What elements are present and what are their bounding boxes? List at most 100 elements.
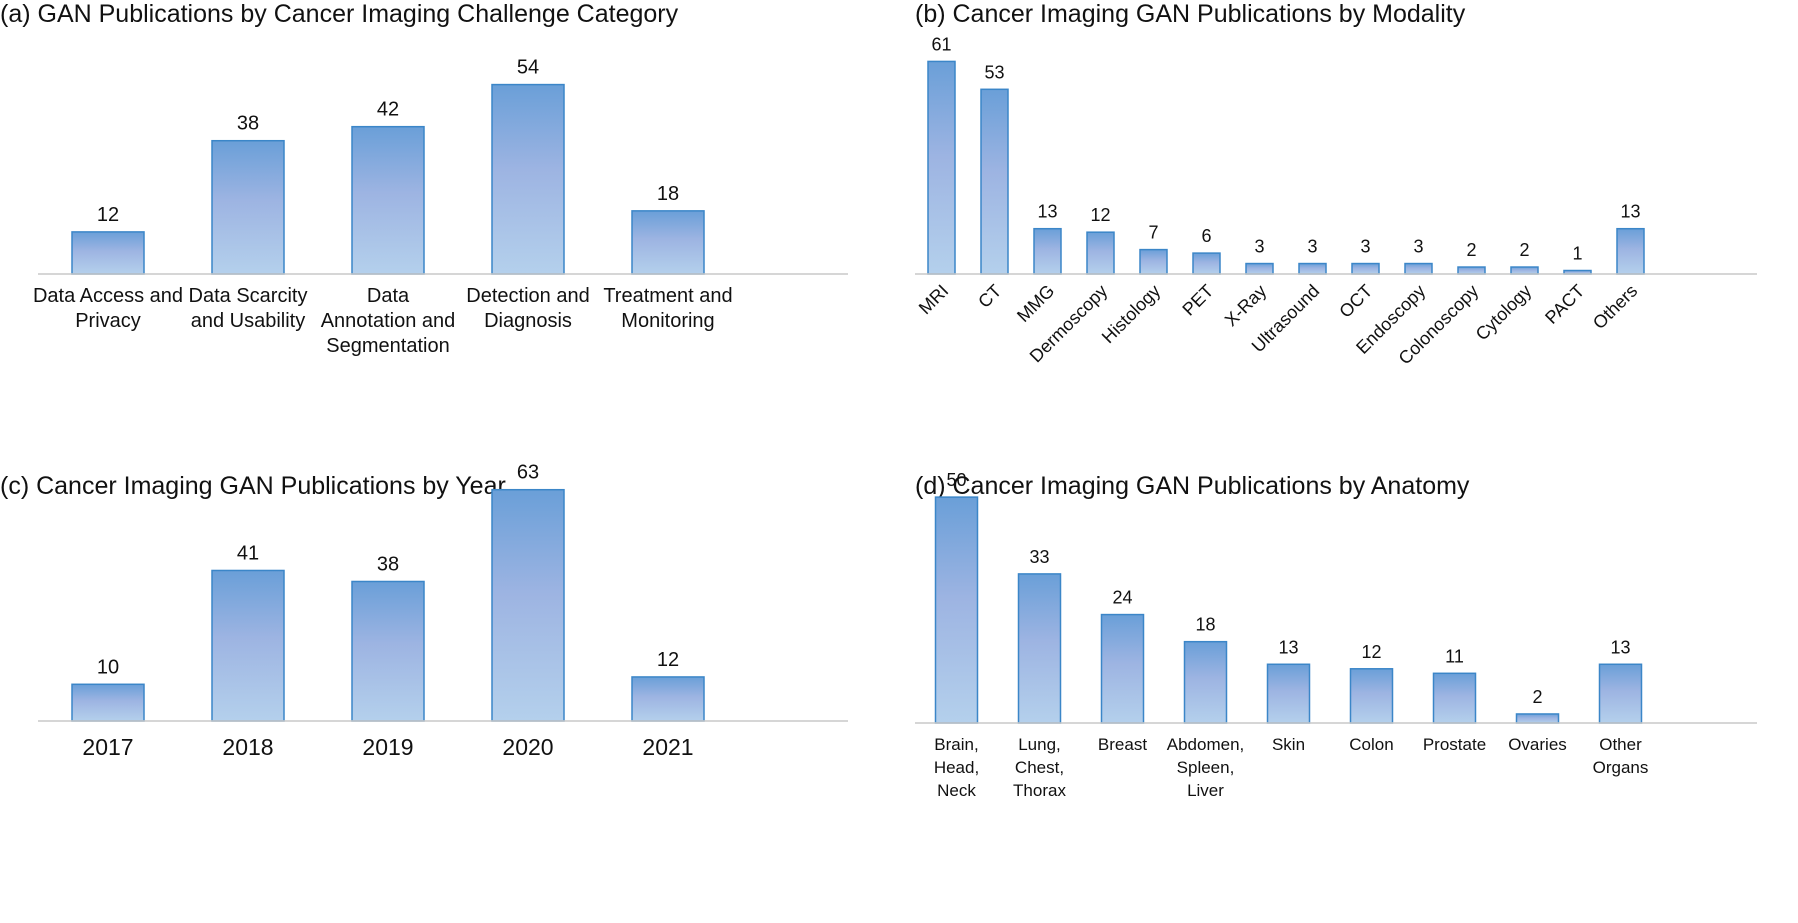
data-label: 2 — [1466, 240, 1476, 260]
bar — [211, 139, 285, 275]
category-tick-label: MMG — [1013, 281, 1058, 326]
data-label: 12 — [1090, 205, 1110, 225]
chart-title: (a) GAN Publications by Cancer Imaging C… — [0, 0, 679, 28]
bar — [351, 580, 425, 722]
bar — [1616, 227, 1645, 275]
bar — [1298, 262, 1327, 275]
category-tick-label: Detection and Diagnosis — [466, 285, 589, 332]
data-label: 41 — [237, 542, 259, 564]
bar — [1183, 640, 1228, 724]
data-label: 11 — [1445, 646, 1464, 666]
category-tick-label: Data Annotation and Segmentation — [321, 285, 456, 357]
category-tick-label: Brain, Head, Neck — [934, 735, 979, 800]
category-tick-label: Lung, Chest, Thorax — [1013, 735, 1066, 800]
bar — [211, 569, 285, 722]
category-tick-label: Treatment and Monitoring — [603, 285, 732, 332]
chart-panel-anatomy: (d) Cancer Imaging GAN Publications by A… — [915, 470, 1795, 922]
chart-title: (c) Cancer Imaging GAN Publications by Y… — [0, 472, 506, 500]
data-label: 6 — [1201, 226, 1211, 246]
data-label: 54 — [517, 57, 539, 79]
bar — [351, 125, 425, 275]
category-tick-label: X-Ray — [1221, 281, 1271, 331]
bar — [934, 496, 979, 724]
chart-panel-modality: (b) Cancer Imaging GAN Publications by M… — [915, 0, 1795, 400]
data-label: 10 — [97, 656, 119, 678]
bar — [1598, 663, 1643, 724]
bar — [1100, 613, 1145, 724]
data-label: 2 — [1519, 240, 1529, 260]
category-tick-label: Other Organs — [1593, 735, 1649, 777]
category-tick-label: 2020 — [502, 734, 553, 760]
bar — [71, 231, 145, 275]
data-label: 42 — [377, 99, 399, 121]
bar-chart-anatomy: 50 Brain, Head, Neck 33 Lung, Chest, Thorax 24 Br… — [915, 470, 1757, 800]
data-label: 12 — [97, 204, 119, 226]
bar-chart-challenge-category: 12 Data Access and Privacy 38 Data Scarcity a… — [33, 57, 848, 357]
data-label: 13 — [1610, 637, 1630, 657]
category-tick-label: Abdomen, Spleen, Liver — [1167, 735, 1245, 800]
bar — [1086, 231, 1115, 275]
chart-title: (d) Cancer Imaging GAN Publications by A… — [915, 472, 1470, 500]
bar-chart-modality: 61MRI53CT13MMG12Dermoscopy7Histology6PET… — [915, 34, 1757, 368]
bar — [1351, 262, 1380, 275]
bar — [1017, 573, 1062, 724]
data-label: 3 — [1360, 237, 1370, 257]
category-tick-label: Cytology — [1472, 281, 1536, 345]
bar — [1404, 262, 1433, 275]
bar — [1510, 266, 1539, 275]
data-label: 1 — [1572, 244, 1582, 264]
data-label: 18 — [657, 183, 679, 205]
category-tick-label: Prostate — [1423, 735, 1486, 754]
category-tick-label: CT — [974, 281, 1005, 312]
chart-panel-year: (c) Cancer Imaging GAN Publications by Y… — [0, 462, 880, 912]
data-label: 12 — [657, 649, 679, 671]
bar — [1245, 262, 1274, 275]
category-tick-label: Breast — [1098, 735, 1147, 754]
data-label: 33 — [1029, 547, 1049, 567]
data-label: 2 — [1532, 687, 1542, 707]
chart-title: (b) Cancer Imaging GAN Publications by M… — [915, 0, 1466, 28]
category-tick-label: PACT — [1541, 281, 1588, 328]
data-label: 13 — [1620, 202, 1640, 222]
data-label: 50 — [946, 470, 966, 490]
bar — [631, 676, 705, 722]
bar — [71, 683, 145, 722]
category-tick-label: Ovaries — [1508, 735, 1567, 754]
bar — [1266, 663, 1311, 724]
category-tick-label: 2017 — [82, 734, 133, 760]
data-label: 53 — [984, 62, 1004, 82]
data-label: 61 — [931, 34, 951, 54]
data-label: 3 — [1254, 237, 1264, 257]
bar — [1457, 266, 1486, 275]
bar — [1033, 227, 1062, 275]
bar — [1349, 668, 1394, 724]
data-label: 12 — [1361, 642, 1381, 662]
data-label: 3 — [1307, 237, 1317, 257]
data-label: 24 — [1112, 588, 1132, 608]
data-label: 18 — [1195, 615, 1215, 635]
chart-panel-challenge-category: (a) GAN Publications by Cancer Imaging C… — [0, 0, 880, 400]
bar-chart-year: 10 2017 41 2018 38 2019 63 2020 12 2021 — [38, 462, 848, 760]
category-tick-label: OCT — [1335, 281, 1376, 322]
data-label: 63 — [517, 462, 539, 484]
bar — [1515, 713, 1560, 724]
bar — [927, 60, 956, 275]
data-label: 13 — [1278, 637, 1298, 657]
bar — [1192, 252, 1221, 275]
category-tick-label: PET — [1178, 281, 1217, 320]
bar — [631, 210, 705, 275]
data-label: 38 — [237, 113, 259, 135]
data-label: 7 — [1148, 223, 1158, 243]
data-label: 3 — [1413, 237, 1423, 257]
category-tick-label: 2019 — [362, 734, 413, 760]
category-tick-label: 2021 — [642, 734, 693, 760]
category-tick-label: MRI — [915, 281, 952, 318]
category-tick-label: Histology — [1098, 281, 1164, 347]
bar — [1139, 248, 1168, 275]
bar — [980, 88, 1009, 275]
bar — [1432, 672, 1477, 724]
data-label: 13 — [1037, 202, 1057, 222]
category-tick-label: Others — [1589, 281, 1641, 333]
bar — [491, 83, 565, 275]
category-tick-label: Data Scarcity and Usability — [189, 285, 308, 332]
